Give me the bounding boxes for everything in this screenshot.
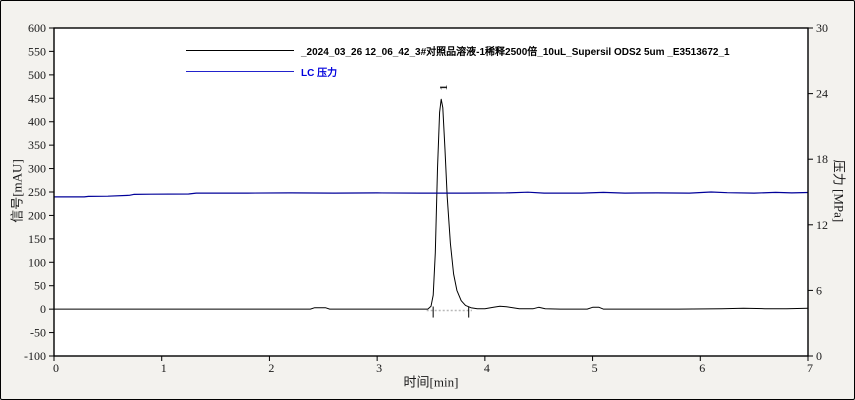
y-left-axis-tick-label: 150	[28, 232, 46, 246]
y-left-axis-tick-label: 0	[40, 302, 46, 316]
legend-label-pressure: LC 压力	[301, 68, 338, 79]
y-axis-title-left: 信号[mAU]	[9, 159, 25, 223]
legend: _2024_03_26 12_06_42_3#对照品溶液-1稀释2500倍_10…	[186, 40, 730, 82]
y-left-axis-tick-label: 200	[28, 208, 46, 222]
signal-trace	[54, 98, 809, 310]
x-axis-tick-label: 2	[268, 361, 274, 375]
y-right-axis-tick-label: 0	[816, 349, 822, 363]
y-left-axis-tick-label: 550	[28, 44, 46, 58]
x-axis-tick-label: 5	[592, 361, 598, 375]
peak-label: 1	[438, 85, 450, 91]
y-right-axis-tick-label: 24	[816, 87, 828, 101]
legend-key-line-signal	[186, 50, 294, 51]
y-left-axis-tick-label: 100	[28, 255, 46, 269]
x-axis-tick-label: 4	[484, 361, 490, 375]
x-axis-tick-label: 7	[807, 361, 813, 375]
y-left-axis-tick-label: 450	[28, 91, 46, 105]
x-axis-tick-label: 6	[699, 361, 705, 375]
legend-label-signal: _2024_03_26 12_06_42_3#对照品溶液-1稀释2500倍_10…	[301, 47, 730, 58]
y-right-axis-tick-label: 6	[816, 283, 822, 297]
x-axis-tick-label: 0	[53, 361, 59, 375]
y-left-axis-tick-label: 500	[28, 68, 46, 82]
x-axis-title: 时间[min]	[403, 374, 459, 390]
pressure-trace	[54, 191, 809, 198]
y-left-axis-tick-label: 300	[28, 162, 46, 176]
plot-background	[54, 28, 808, 356]
y-left-axis-tick-label: 400	[28, 115, 46, 129]
plot-frame	[53, 27, 809, 357]
x-axis-tick-label: 1	[161, 361, 167, 375]
y-left-axis-tick-label: 250	[28, 185, 46, 199]
y-left-axis-tick-label: -50	[30, 326, 46, 340]
legend-item-signal: _2024_03_26 12_06_42_3#对照品溶液-1稀释2500倍_10…	[186, 40, 730, 61]
y-left-axis-tick-label: -100	[24, 349, 46, 363]
y-right-axis-tick-label: 12	[816, 218, 828, 232]
y-axis-title-right: 压力 [MPa]	[831, 159, 847, 223]
y-right-axis-tick-label: 30	[816, 21, 828, 35]
y-right-axis-tick-label: 18	[816, 152, 828, 166]
y-left-axis-tick-label: 600	[28, 21, 46, 35]
y-left-axis-tick-label: 350	[28, 138, 46, 152]
legend-key-line-pressure	[186, 71, 294, 72]
x-axis-tick-label: 3	[376, 361, 382, 375]
y-left-axis-tick-label: 50	[34, 279, 46, 293]
legend-item-pressure: LC 压力	[186, 61, 730, 82]
